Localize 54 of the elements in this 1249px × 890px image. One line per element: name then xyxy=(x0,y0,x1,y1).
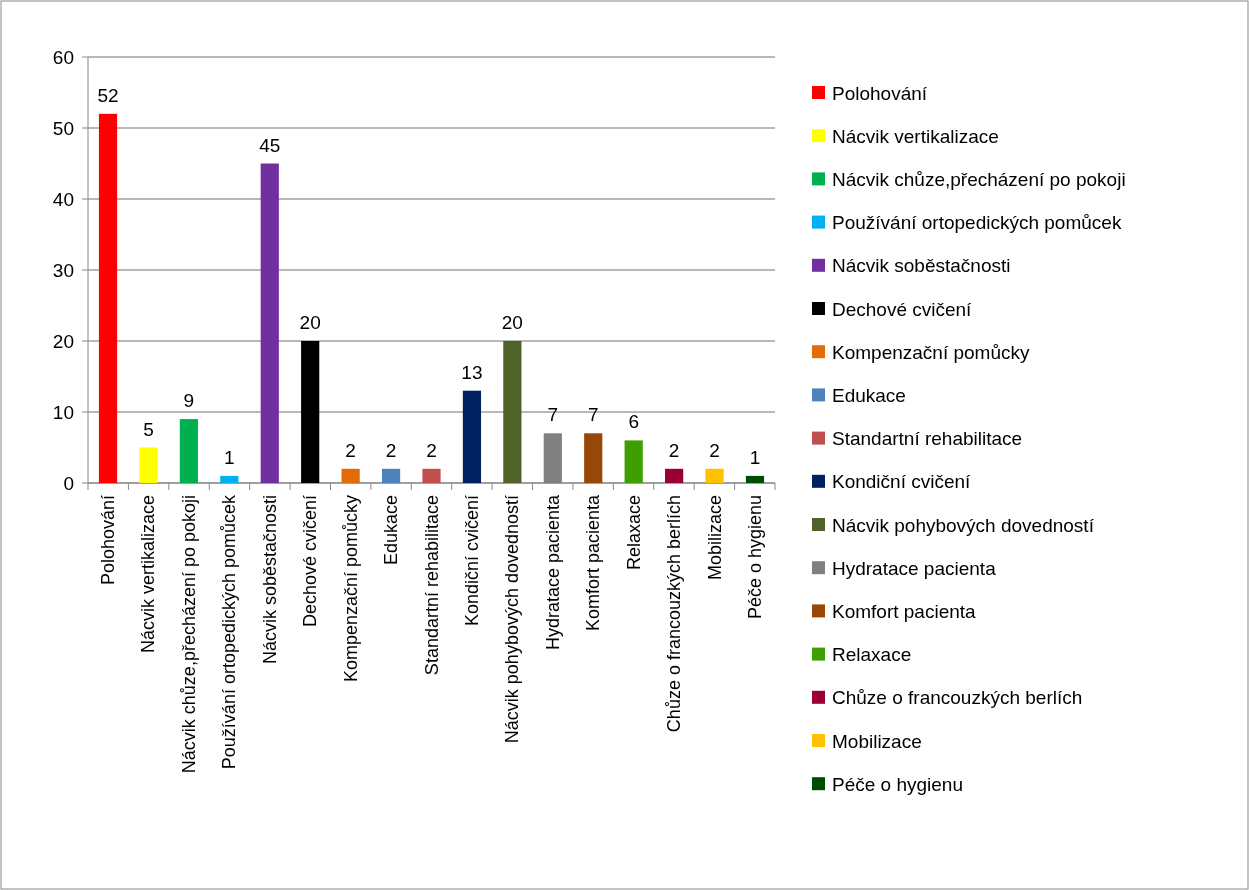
x-tick-label: Edukace xyxy=(381,495,402,566)
x-tick-label: Chůze o francouzkých berlích xyxy=(664,495,685,733)
data-label: 2 xyxy=(426,439,437,461)
x-tick-label: Kompenzační pomůcky xyxy=(340,495,361,683)
y-tick-label: 0 xyxy=(63,472,74,494)
x-tick-label: Nácvik vertikalizace xyxy=(138,495,159,654)
y-tick-label: 40 xyxy=(52,188,74,210)
y-tick-label: 60 xyxy=(52,46,74,68)
legend-label: Kondiční cvičení xyxy=(832,471,972,493)
legend-label: Nácvik chůze,přecházení po pokoji xyxy=(832,169,1126,191)
data-label: 2 xyxy=(385,439,397,461)
data-label: 7 xyxy=(587,404,599,426)
data-label: 7 xyxy=(547,404,559,426)
data-label: 9 xyxy=(183,390,195,412)
legend-label: Edukace xyxy=(832,385,906,407)
data-label: 20 xyxy=(501,312,523,333)
data-label: 52 xyxy=(97,84,119,106)
x-tick-label: Komfort pacienta xyxy=(583,494,604,632)
data-label: 20 xyxy=(299,312,321,333)
legend-label: Polohování xyxy=(832,82,928,104)
data-label: 5 xyxy=(143,418,154,440)
x-tick-label: Hydratace pacienta xyxy=(542,494,563,651)
legend-label: Mobilizace xyxy=(832,730,922,752)
data-label: 1 xyxy=(749,446,761,468)
data-label: 2 xyxy=(345,439,356,461)
x-tick-label: Používání ortopedických pomůcek xyxy=(219,494,240,770)
x-tick-label: Péče o hygienu xyxy=(744,495,765,620)
x-tick-label: Polohování xyxy=(98,495,119,586)
data-label: 13 xyxy=(461,361,483,383)
data-label: 1 xyxy=(224,446,235,468)
data-label: 2 xyxy=(668,439,680,461)
y-tick-label: 20 xyxy=(52,330,74,352)
x-tick-label: Dechové cvičení xyxy=(300,495,321,628)
x-tick-label: Nácvik chůze,přecházení po pokoji xyxy=(178,495,199,774)
x-tick-label: Mobilizace xyxy=(704,495,725,581)
legend-label: Nácvik soběstačnosti xyxy=(832,255,1011,277)
x-tick-label: Relaxace xyxy=(623,495,644,571)
x-tick-label: Kondiční cvičení xyxy=(461,495,482,627)
data-label: 45 xyxy=(259,134,281,156)
legend-label: Dechové cvičení xyxy=(832,298,973,320)
legend-label: Péče o hygienu xyxy=(832,773,963,795)
legend-label: Chůze o francouzkých berlích xyxy=(832,687,1083,709)
y-tick-label: 30 xyxy=(52,259,74,281)
x-tick-label: Nácvik pohybových dovedností xyxy=(502,495,523,744)
legend-label: Používání ortopedických pomůcek xyxy=(832,212,1122,234)
x-tick-label: Nácvik soběstačnosti xyxy=(259,495,280,665)
x-tick-label: Standartní rehabilitace xyxy=(421,495,442,676)
data-label: 2 xyxy=(709,439,720,461)
y-tick-label: 10 xyxy=(52,401,74,423)
y-tick-label: 50 xyxy=(52,117,74,139)
legend-label: Kompenzační pomůcky xyxy=(832,341,1030,363)
legend-label: Nácvik vertikalizace xyxy=(832,125,999,147)
legend-label: Standartní rehabilitace xyxy=(832,428,1023,450)
data-label: 6 xyxy=(628,411,639,433)
